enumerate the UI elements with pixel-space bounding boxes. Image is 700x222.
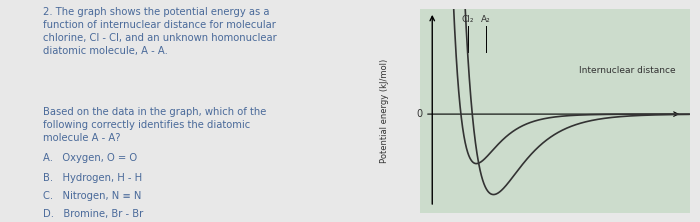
- Text: Based on the data in the graph, which of the
following correctly identifies the : Based on the data in the graph, which of…: [43, 107, 266, 143]
- Text: 2. The graph shows the potential energy as a
function of internuclear distance f: 2. The graph shows the potential energy …: [43, 7, 276, 56]
- Text: Cl₂: Cl₂: [461, 15, 474, 24]
- Text: A.   Oxygen, O = O: A. Oxygen, O = O: [43, 153, 136, 163]
- Text: A₂: A₂: [482, 15, 491, 24]
- Text: C.   Nitrogen, N ≡ N: C. Nitrogen, N ≡ N: [43, 191, 141, 201]
- Text: D.   Bromine, Br - Br: D. Bromine, Br - Br: [43, 209, 143, 219]
- Text: Internuclear distance: Internuclear distance: [580, 66, 676, 75]
- Text: Potential energy (kJ/mol): Potential energy (kJ/mol): [381, 59, 389, 163]
- Text: 0: 0: [416, 109, 423, 119]
- Text: B.   Hydrogen, H - H: B. Hydrogen, H - H: [43, 173, 142, 183]
